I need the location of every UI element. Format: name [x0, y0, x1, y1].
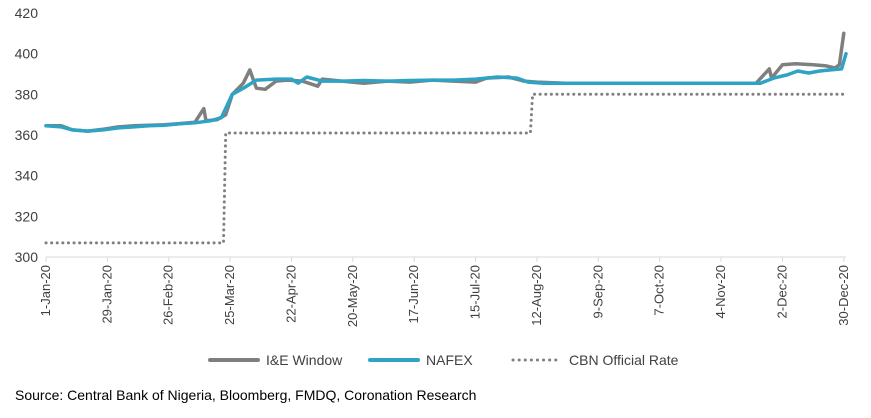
series-line-nafex — [44, 51, 848, 133]
x-tick-label: 20-May-20 — [345, 265, 360, 327]
x-tick-label: 4-Nov-20 — [713, 265, 728, 318]
series-lines — [44, 31, 848, 245]
y-tick-label: 380 — [15, 86, 39, 102]
y-tick-label: 420 — [15, 5, 39, 21]
y-tick-label: 360 — [15, 127, 39, 143]
x-tick-label: 30-Dec-20 — [836, 265, 851, 326]
y-tick-label: 320 — [15, 208, 39, 224]
y-tick-label: 300 — [15, 249, 39, 265]
x-tick-labels: 1-Jan-20 29-Jan-20 26-Feb-20 25-Mar-20 22-Ap… — [38, 257, 851, 327]
legend-label: I&E Window — [266, 352, 343, 368]
series-line-cbn-official-rate — [44, 92, 848, 245]
x-tick-label: 12-Aug-20 — [529, 265, 544, 326]
x-tick-label: 15-Jul-20 — [468, 265, 483, 319]
y-tick-labels: 300 320 340 360 380 400 420 — [15, 5, 39, 265]
legend: I&E Window NAFEX CBN Official Rate — [208, 352, 679, 368]
legend-label: CBN Official Rate — [569, 352, 679, 368]
x-tick-label: 22-Apr-20 — [283, 265, 298, 323]
x-tick-label: 25-Mar-20 — [222, 265, 237, 325]
x-tick-label: 7-Oct-20 — [652, 265, 667, 316]
y-tick-label: 400 — [15, 46, 39, 62]
x-tick-label: 29-Jan-20 — [99, 265, 114, 324]
legend-label: NAFEX — [426, 352, 473, 368]
x-tick-label: 9-Sep-20 — [590, 265, 605, 318]
x-tick-label: 2-Dec-20 — [774, 265, 789, 318]
y-tick-label: 340 — [15, 168, 39, 184]
source-note: Source: Central Bank of Nigeria, Bloombe… — [15, 387, 477, 403]
x-tick-label: 26-Feb-20 — [161, 265, 176, 325]
x-tick-label: 17-Jun-20 — [406, 265, 421, 324]
x-tick-label: 1-Jan-20 — [38, 265, 53, 316]
